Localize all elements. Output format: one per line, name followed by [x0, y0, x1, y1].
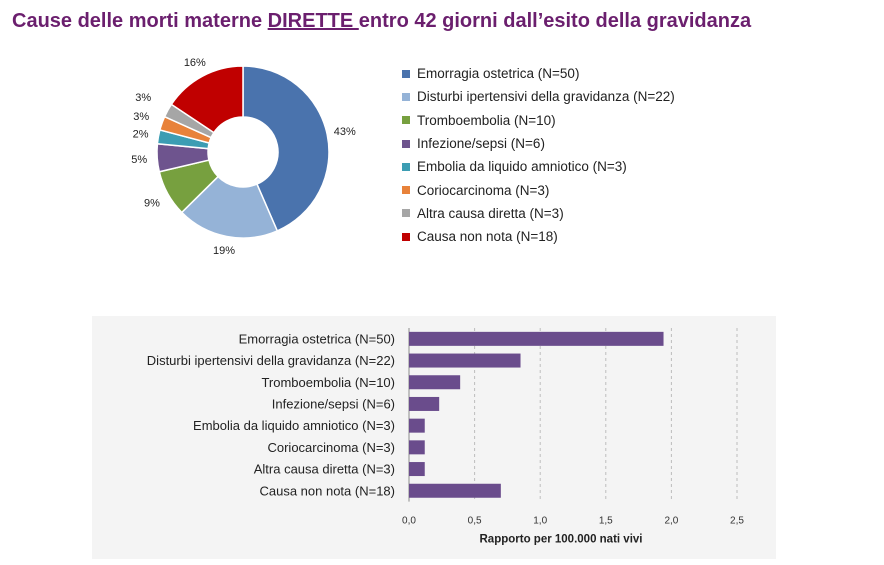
- legend-swatch: [402, 69, 410, 78]
- category-label: Coriocarcinoma (N=3): [267, 440, 395, 455]
- legend-item: Infezione/sepsi (N=6): [402, 132, 675, 155]
- category-label: Causa non nota (N=18): [259, 483, 395, 498]
- bar: [409, 418, 425, 433]
- legend-item: Causa non nota (N=18): [402, 225, 675, 248]
- x-tick-label: 1,0: [533, 516, 547, 527]
- title-suffix: entro 42 giorni dall’esito della gravida…: [358, 10, 752, 32]
- legend-label: Causa non nota (N=18): [417, 229, 558, 245]
- x-tick-label: 0,5: [468, 516, 482, 527]
- legend-item: Tromboembolia (N=10): [402, 109, 675, 132]
- legend-label: Tromboembolia (N=10): [417, 112, 556, 128]
- legend-label: Emorragia ostetrica (N=50): [417, 66, 580, 82]
- legend-item: Coriocarcinoma (N=3): [402, 178, 675, 201]
- page-title: Cause delle morti materne DIRETTE entro …: [12, 10, 751, 33]
- legend-swatch: [402, 92, 410, 101]
- legend-label: Altra causa diretta (N=3): [417, 205, 564, 221]
- legend-label: Disturbi ipertensivi della gravidanza (N…: [417, 89, 675, 105]
- donut-percent-label: 3%: [133, 111, 149, 123]
- legend-swatch: [402, 186, 410, 195]
- bar: [409, 483, 501, 498]
- donut-percent-label: 3%: [135, 92, 151, 104]
- bar-chart: Emorragia ostetrica (N=50) Disturbi ipert…: [147, 328, 744, 546]
- legend-label: Coriocarcinoma (N=3): [417, 182, 550, 198]
- category-label: Disturbi ipertensivi della gravidanza (N…: [147, 353, 395, 368]
- category-label: Emorragia ostetrica (N=50): [239, 331, 395, 346]
- x-tick-label: 0,0: [402, 516, 416, 527]
- donut-percent-label: 9%: [144, 197, 160, 209]
- x-tick-label: 2,5: [730, 516, 744, 527]
- donut-slice: [170, 65, 244, 134]
- bar: [409, 353, 521, 368]
- legend-swatch: [402, 232, 410, 241]
- bar: [409, 375, 461, 390]
- bar: [409, 440, 425, 455]
- x-tick-label: 2,0: [664, 516, 678, 527]
- legend-swatch: [402, 139, 410, 148]
- donut-chart: 43% 19% 9% 5% 2% 3% 3% 16%: [131, 57, 356, 257]
- legend-label: Infezione/sepsi (N=6): [417, 136, 545, 152]
- donut-percent-label: 19%: [213, 245, 235, 257]
- donut-percent-label: 43%: [334, 126, 356, 138]
- legend-item: Disturbi ipertensivi della gravidanza (N…: [402, 85, 675, 108]
- donut-slice: [180, 175, 279, 239]
- donut-slice: [242, 65, 330, 232]
- legend-item: Emorragia ostetrica (N=50): [402, 62, 675, 85]
- donut-legend: Emorragia ostetrica (N=50) Disturbi ipert…: [402, 62, 675, 248]
- bar: [409, 331, 664, 346]
- donut-percent-label: 2%: [133, 129, 149, 141]
- category-label: Infezione/sepsi (N=6): [272, 396, 395, 411]
- x-tick-label: 1,5: [599, 516, 613, 527]
- category-label: Altra causa diretta (N=3): [254, 462, 395, 477]
- bar: [409, 462, 425, 477]
- legend-swatch: [402, 162, 410, 171]
- legend-item: Embolia da liquido amniotico (N=3): [402, 155, 675, 178]
- title-emphasis: DIRETTE: [267, 10, 359, 32]
- x-axis-title: Rapporto per 100.000 nati vivi: [480, 534, 643, 546]
- donut-percent-label: 5%: [131, 154, 147, 166]
- bar: [409, 396, 440, 411]
- legend-item: Altra causa diretta (N=3): [402, 202, 675, 225]
- donut-percent-label: 16%: [184, 57, 206, 69]
- category-label: Tromboembolia (N=10): [261, 375, 395, 390]
- legend-swatch: [402, 209, 410, 218]
- title-prefix: Cause delle morti materne: [12, 10, 268, 32]
- legend-swatch: [402, 116, 410, 125]
- category-label: Embolia da liquido amniotico (N=3): [193, 418, 395, 433]
- legend-label: Embolia da liquido amniotico (N=3): [417, 159, 627, 175]
- bar-chart-panel: Emorragia ostetrica (N=50) Disturbi ipert…: [92, 316, 776, 559]
